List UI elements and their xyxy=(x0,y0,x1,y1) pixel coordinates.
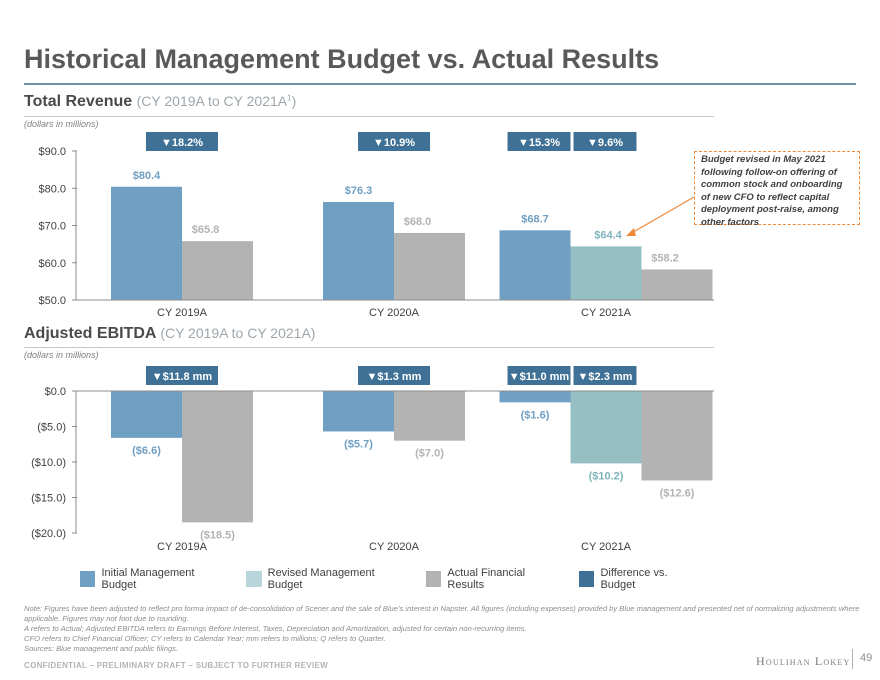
ebitda-bar-label-initial: ($6.6) xyxy=(132,445,161,457)
legend-item-revised: Revised Management Budget xyxy=(246,567,408,591)
rev-bar-revised xyxy=(570,246,642,300)
rev-difference-badge xyxy=(358,132,430,151)
ebitda-bar-initial xyxy=(323,391,394,432)
legend-item-difference: Difference vs. Budget xyxy=(578,567,702,591)
ebitda-difference-badge xyxy=(573,366,637,385)
rev-difference-badge xyxy=(146,132,218,151)
ebitda-bar-actual xyxy=(641,391,713,481)
revenue-subtitle: (CY 2019A to CY 2021A1) xyxy=(136,93,297,109)
rev-bar-initial xyxy=(499,230,571,300)
rev-bar-label-initial: $80.4 xyxy=(133,170,161,182)
legend-label-actual: Actual Financial Results xyxy=(447,567,526,591)
rev-category-label: CY 2019A xyxy=(157,307,208,319)
rev-difference-badge xyxy=(573,132,637,151)
ebitda-title: Adjusted EBITDA xyxy=(24,325,156,342)
rev-category-label: CY 2020A xyxy=(369,307,420,319)
ebitda-section-divider xyxy=(24,347,714,348)
ebitda-category-label: CY 2019A xyxy=(157,541,208,553)
rev-ytick-label: $90.0 xyxy=(38,146,66,158)
revenue-units: (dollars in millions) xyxy=(24,119,99,129)
ebitda-difference-label: ▼$2.3 mm xyxy=(578,371,633,383)
rev-bar-actual xyxy=(182,241,253,300)
ebitda-bar-label-revised: ($10.2) xyxy=(589,470,624,482)
rev-ytick-label: $50.0 xyxy=(38,295,66,307)
rev-category-label: CY 2021A xyxy=(581,307,632,319)
budget-revision-callout: Budget revised in May 2021 following fol… xyxy=(694,151,860,228)
ebitda-bar-label-initial: ($1.6) xyxy=(521,409,550,421)
rev-difference-label: ▼10.9% xyxy=(373,137,415,149)
ebitda-units: (dollars in millions) xyxy=(24,350,99,360)
ebitda-difference-label: ▼$11.0 mm xyxy=(509,371,570,383)
legend-label-difference: Difference vs. Budget xyxy=(600,567,668,591)
revenue-section-title: Total Revenue (CY 2019A to CY 2021A1) xyxy=(24,93,296,111)
ebitda-subtitle: (CY 2019A to CY 2021A) xyxy=(160,325,316,341)
rev-difference-label: ▼9.6% xyxy=(587,137,623,149)
ebitda-ytick-label: ($15.0) xyxy=(31,493,66,505)
revenue-section-divider xyxy=(24,116,714,117)
confidential-notice: CONFIDENTIAL – PRELIMINARY DRAFT – SUBJE… xyxy=(24,661,328,670)
ebitda-bar-label-initial: ($5.7) xyxy=(344,438,373,450)
ebitda-ytick-label: ($20.0) xyxy=(31,528,66,540)
ebitda-difference-badge xyxy=(146,366,218,385)
ebitda-bar-revised xyxy=(570,391,642,464)
ebitda-difference-badge xyxy=(507,366,571,385)
title-divider xyxy=(24,83,856,85)
footnote-4: Sources: Blue management and public fili… xyxy=(24,644,179,653)
ebitda-difference-label: ▼$1.3 mm xyxy=(367,371,422,383)
callout-arrow-line xyxy=(629,196,695,235)
ebitda-category-label: CY 2021A xyxy=(581,541,632,553)
rev-difference-label: ▼15.3% xyxy=(518,137,560,149)
ebitda-bar-label-actual: ($7.0) xyxy=(415,448,444,460)
rev-bar-label-actual: $65.8 xyxy=(192,224,220,236)
ebitda-bar-initial xyxy=(111,391,182,438)
rev-bar-label-actual: $58.2 xyxy=(651,252,679,264)
page-number: 49 xyxy=(860,652,873,664)
ebitda-difference-label: ▼$11.8 mm xyxy=(152,371,213,383)
rev-ytick-label: $60.0 xyxy=(38,258,66,270)
rev-bar-initial xyxy=(111,186,182,300)
legend-swatch-revised xyxy=(246,571,262,587)
ebitda-bar-initial xyxy=(499,391,571,403)
legend-swatch-initial xyxy=(80,571,96,587)
ebitda-section-title: Adjusted EBITDA (CY 2019A to CY 2021A) xyxy=(24,325,315,343)
ebitda-bar-label-actual: ($12.6) xyxy=(660,487,695,499)
rev-bar-label-initial: $76.3 xyxy=(345,185,373,197)
footnote-3: CFO refers to Chief Financial Officer; C… xyxy=(24,634,386,643)
footnote-1: Note: Figures have been adjusted to refl… xyxy=(24,604,860,623)
callout-arrow-head xyxy=(626,228,636,236)
legend: Initial Management Budget Revised Manage… xyxy=(80,567,720,591)
page-title: Historical Management Budget vs. Actual … xyxy=(24,44,660,74)
company-logo: Houlihan Lokey xyxy=(756,654,851,668)
footnotes: Note: Figures have been adjusted to refl… xyxy=(24,604,864,654)
legend-swatch-difference xyxy=(578,571,595,587)
rev-bar-label-actual: $68.0 xyxy=(404,216,432,228)
footnote-2: A refers to Actual; Adjusted EBITDA refe… xyxy=(24,624,527,633)
ebitda-bar-label-actual: ($18.5) xyxy=(200,529,235,541)
ebitda-bar-actual xyxy=(182,391,253,523)
rev-difference-label: ▼18.2% xyxy=(161,137,203,149)
rev-difference-badge xyxy=(507,132,571,151)
ebitda-ytick-label: ($5.0) xyxy=(37,422,66,434)
ebitda-bar-actual xyxy=(394,391,465,441)
ebitda-ytick-label: $0.0 xyxy=(45,386,66,398)
legend-label-initial: Initial Management Budget xyxy=(101,567,195,591)
ebitda-difference-badge xyxy=(358,366,430,385)
rev-bar-label-initial: $68.7 xyxy=(521,213,549,225)
rev-ytick-label: $80.0 xyxy=(38,183,66,195)
rev-ytick-label: $70.0 xyxy=(38,221,66,233)
revenue-title: Total Revenue xyxy=(24,93,133,110)
legend-swatch-actual xyxy=(425,571,442,587)
ebitda-category-label: CY 2020A xyxy=(369,541,420,553)
logo-divider xyxy=(852,649,853,669)
rev-bar-actual xyxy=(394,232,465,300)
rev-bar-label-revised: $64.4 xyxy=(594,229,622,241)
legend-item-initial: Initial Management Budget xyxy=(80,567,228,591)
ebitda-ytick-label: ($10.0) xyxy=(31,457,66,469)
legend-item-actual: Actual Financial Results xyxy=(425,567,561,591)
rev-bar-actual xyxy=(641,269,713,300)
legend-label-revised: Revised Management Budget xyxy=(267,567,375,591)
rev-bar-initial xyxy=(323,202,394,300)
